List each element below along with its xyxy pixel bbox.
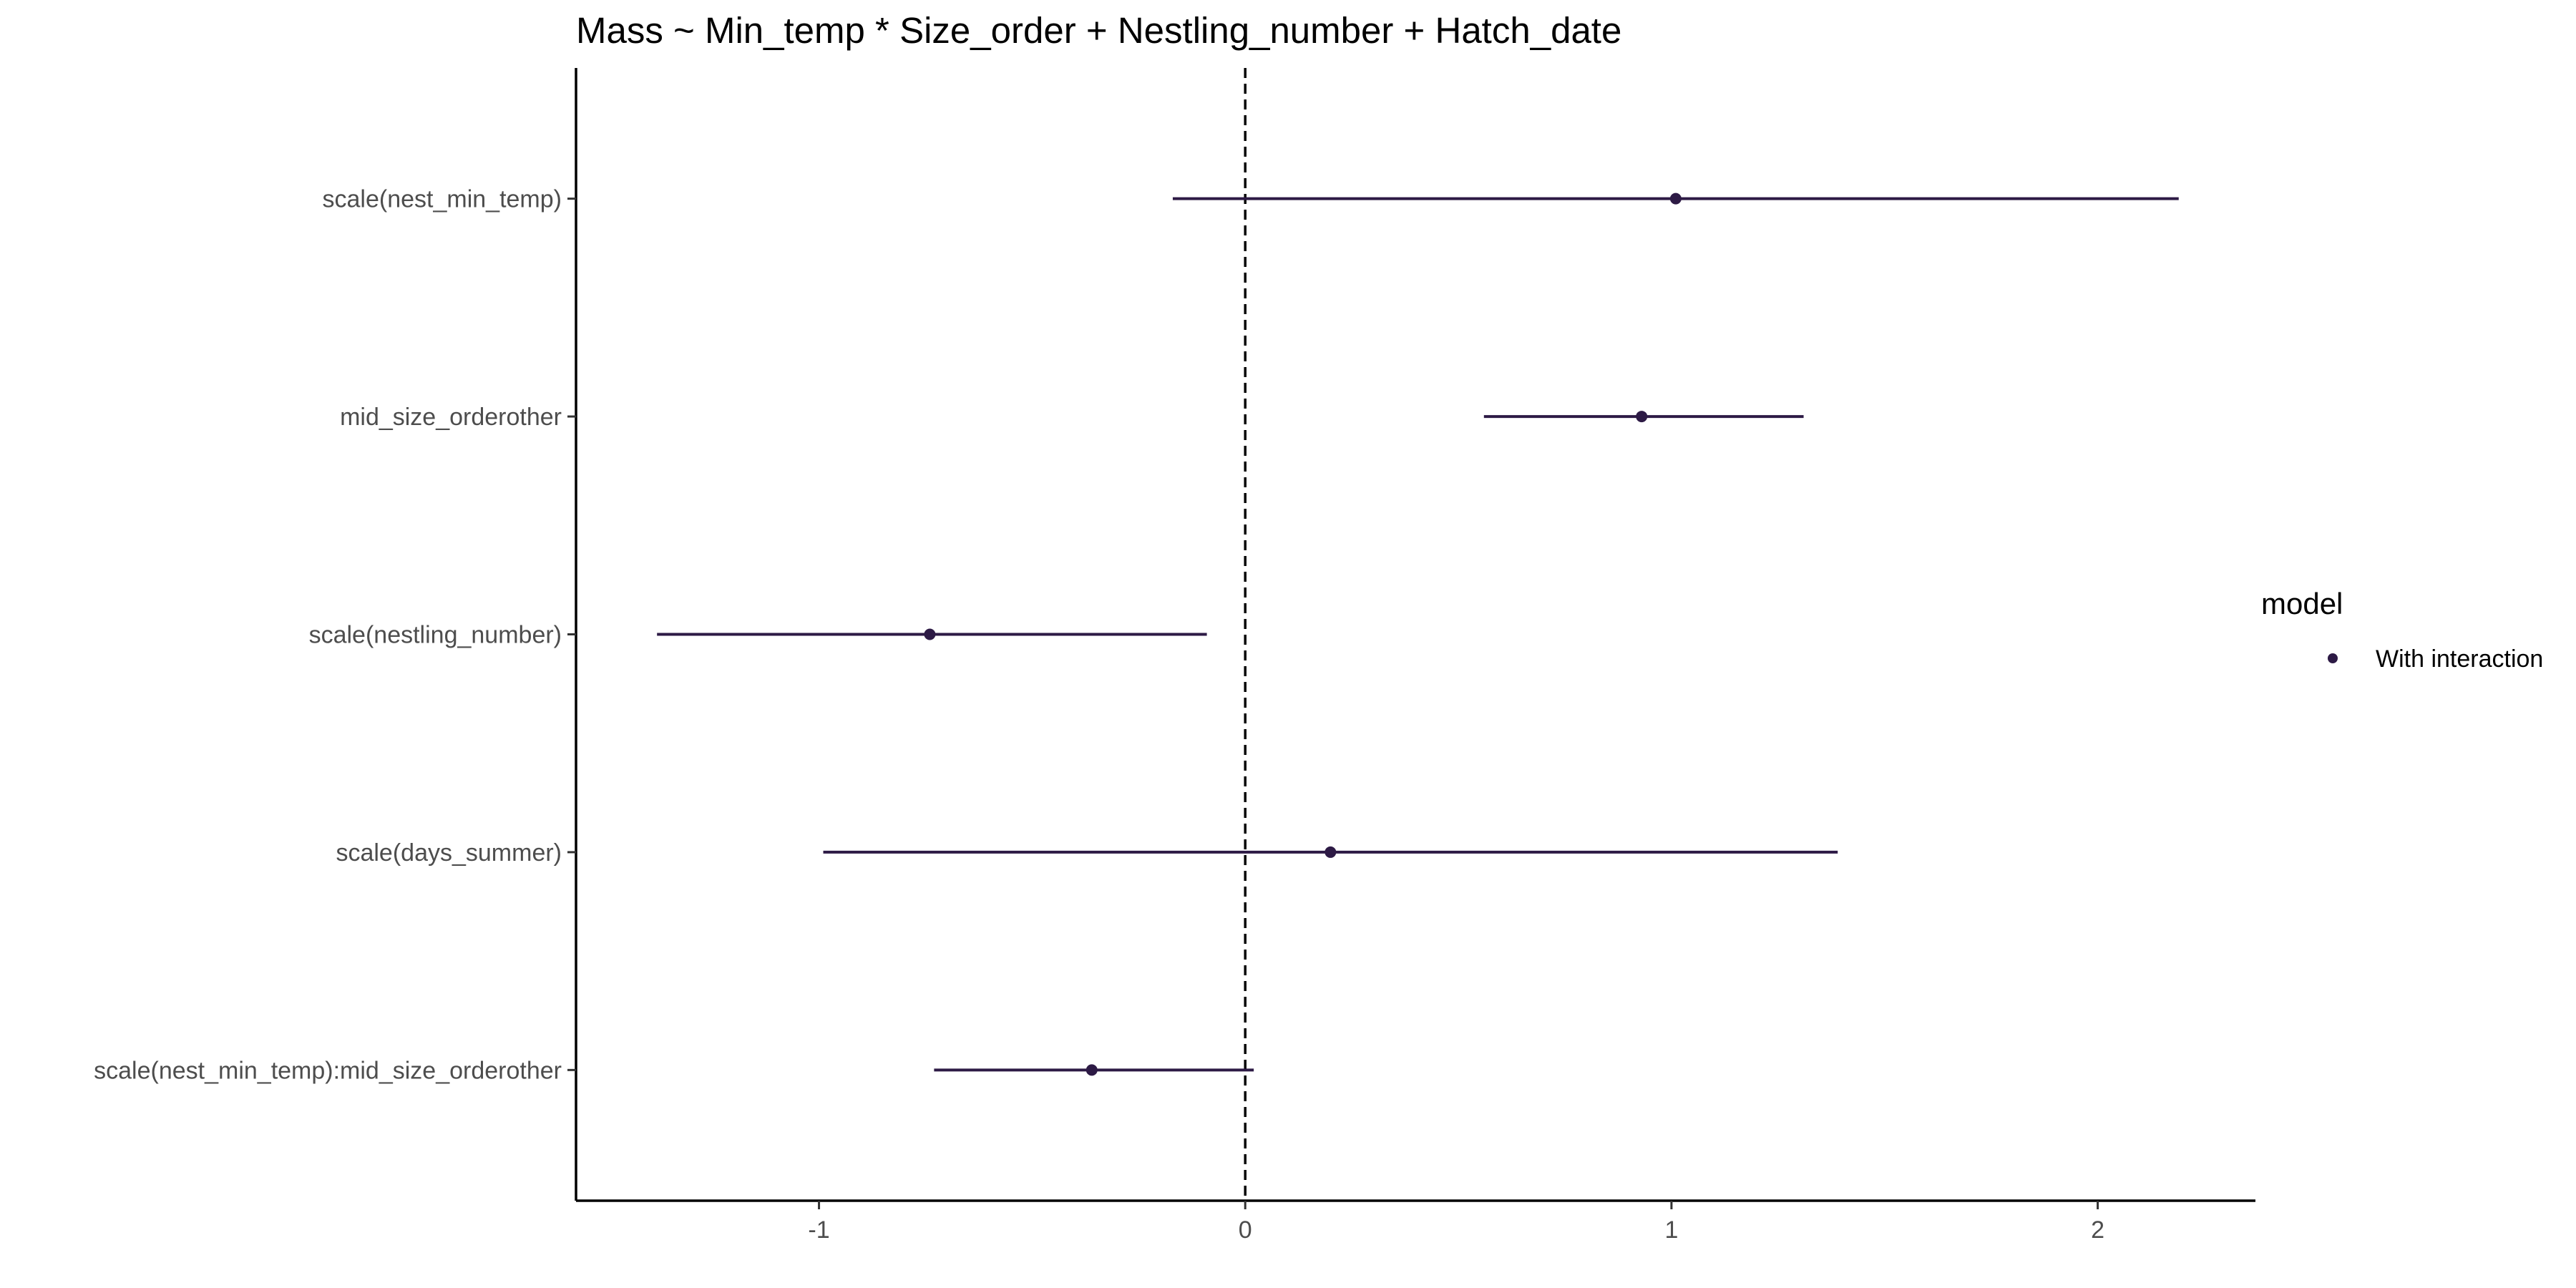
legend-entry-label: With interaction: [2376, 645, 2543, 673]
y-tick-label: scale(nestling_number): [309, 622, 562, 649]
plot-area: -1 0 1 2 scale(nest_min_temp) mid_size_ordero…: [94, 68, 2255, 1244]
legend-key-marker: [2328, 653, 2338, 663]
legend-title: model: [2261, 587, 2343, 620]
y-tick-label: scale(days_summer): [336, 839, 562, 867]
x-tick-label: 1: [1664, 1216, 1678, 1244]
estimate-point: [924, 628, 936, 640]
y-tick-label: scale(nest_min_temp):mid_size_orderother: [94, 1057, 562, 1084]
estimate-point: [1085, 1064, 1098, 1076]
estimate-point: [1636, 411, 1648, 423]
x-tick-label: -1: [808, 1216, 829, 1244]
y-tick-label: mid_size_orderother: [340, 404, 562, 431]
estimate-point: [1324, 846, 1337, 858]
x-tick-label: 2: [2091, 1216, 2104, 1244]
x-tick-label: 0: [1239, 1216, 1252, 1244]
chart-title: Mass ~ Min_temp * Size_order + Nestling_…: [576, 10, 1621, 51]
y-tick-label: scale(nest_min_temp): [323, 186, 562, 213]
legend: model With interaction: [2261, 587, 2543, 673]
estimate-point: [1669, 192, 1682, 205]
